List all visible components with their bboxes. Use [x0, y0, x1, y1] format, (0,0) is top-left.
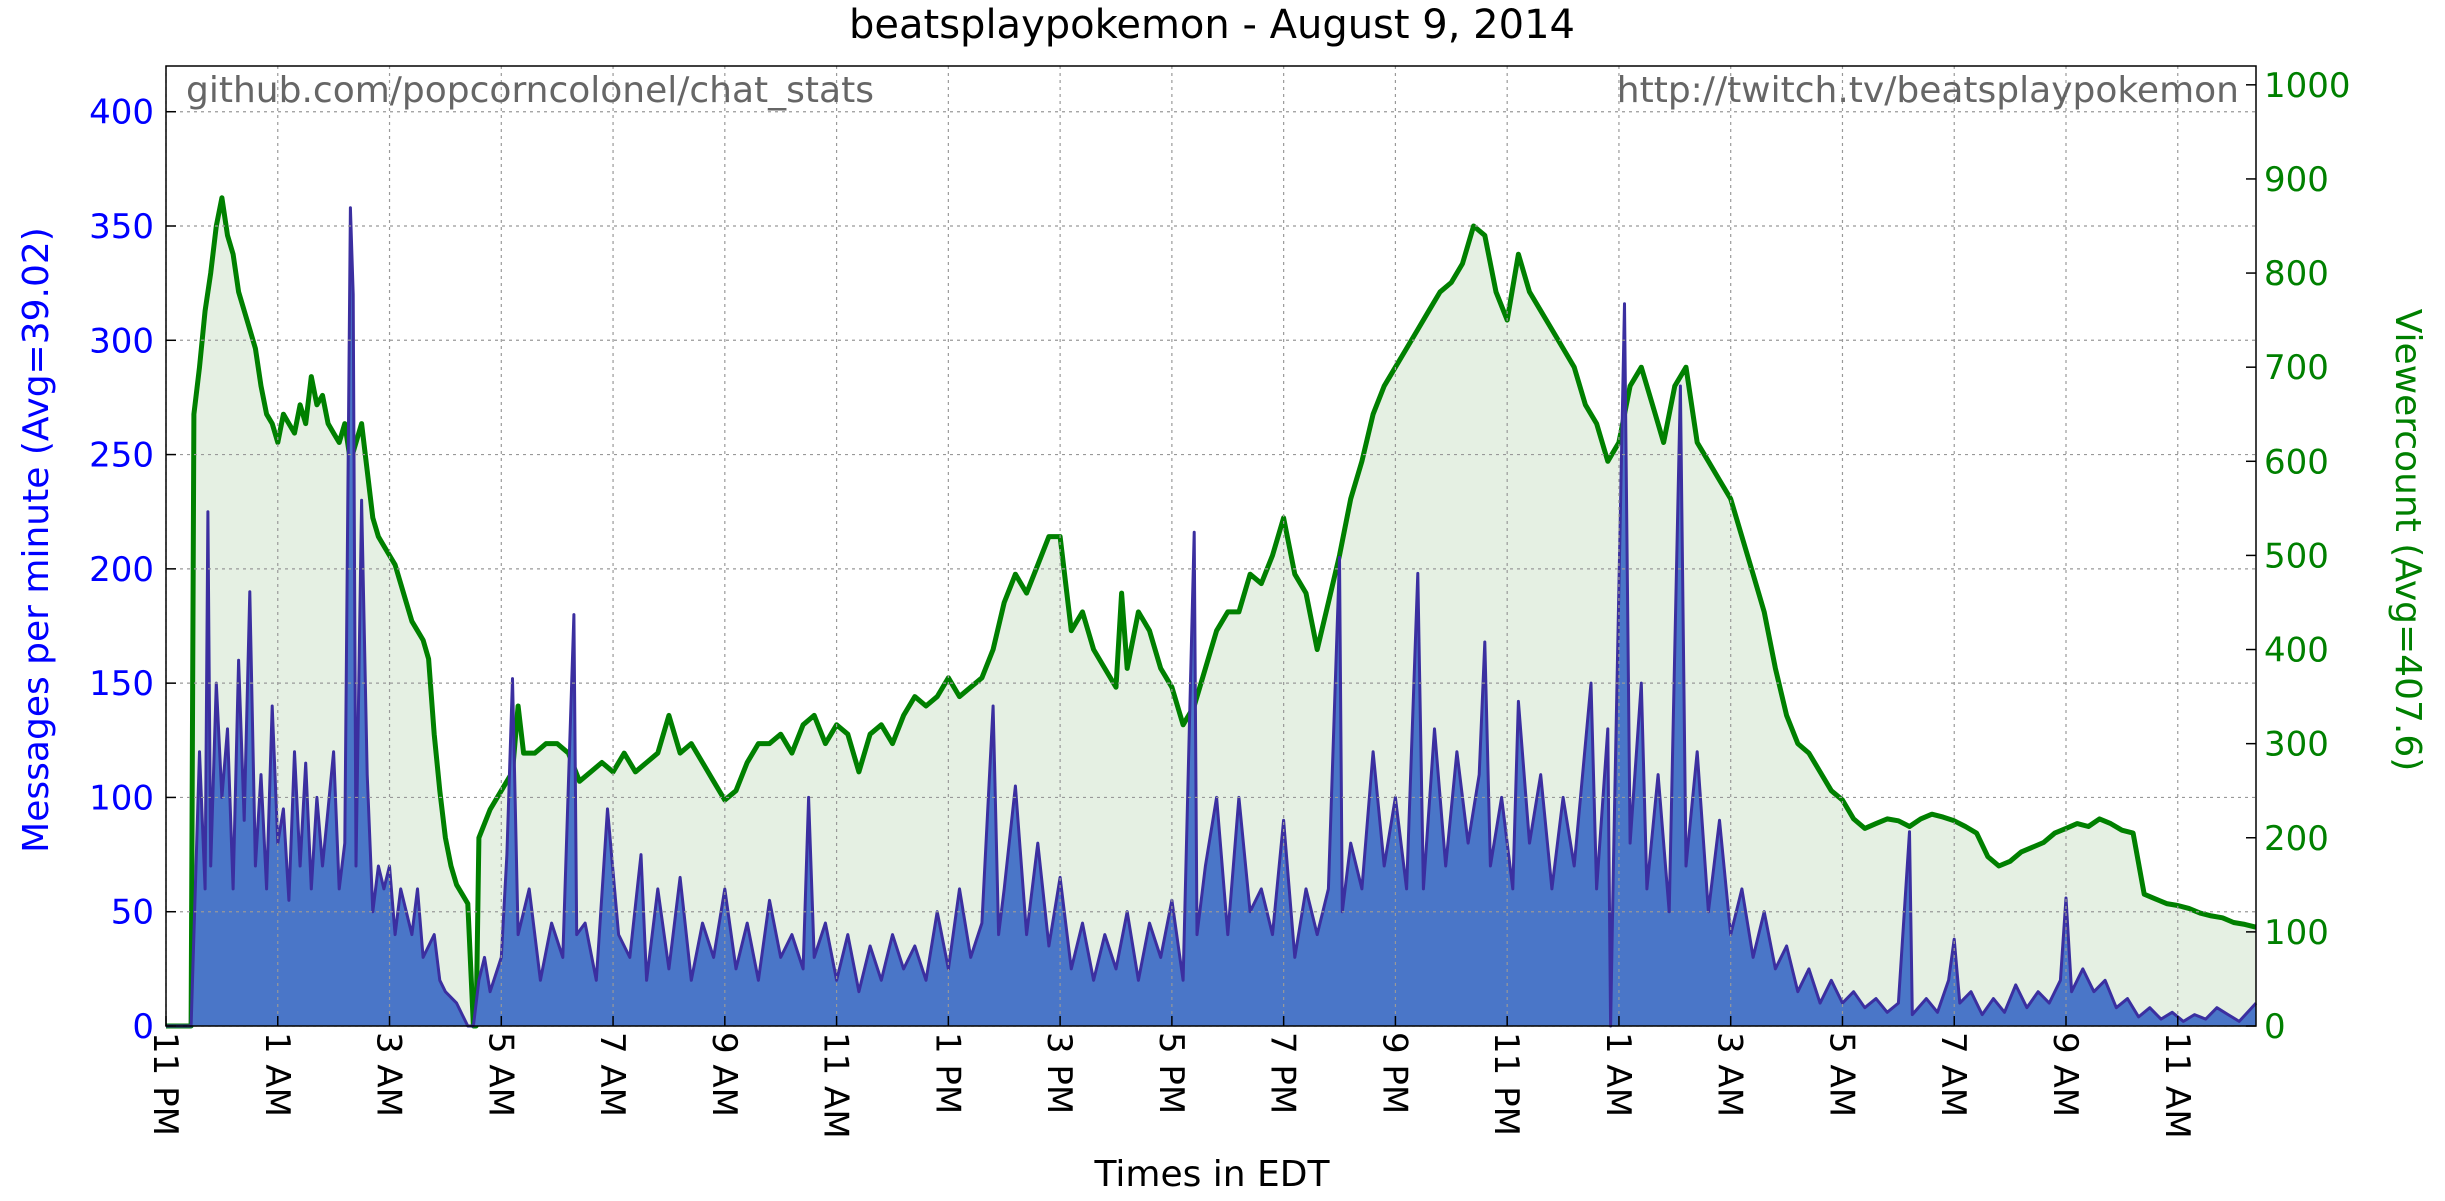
viewercount-line: [166, 195, 2257, 1029]
y-right-tick-label: 1000: [2264, 66, 2351, 106]
x-tick-label: 9 AM: [704, 1032, 744, 1117]
y-right-tick-label: 200: [2264, 819, 2329, 859]
x-tick-label: 11 AM: [2157, 1032, 2197, 1139]
plot-area: 0 50 100 150 200 250 300 350 400 0 100 200 300 400 500…: [89, 65, 2351, 1139]
x-tick-label: 1 AM: [1598, 1032, 1638, 1117]
plot-frame: [165, 65, 2257, 1027]
chart-title: beatsplaypokemon - August 9, 2014: [849, 2, 1575, 48]
y-left-tick-label: 350: [89, 207, 154, 247]
y-right-axis-label: Viewercount (Avg=407.6): [2387, 309, 2428, 772]
y-left-tick-label: 200: [89, 550, 154, 590]
y-right-tick-label: 600: [2264, 442, 2329, 482]
x-tick-label: 5 PM: [1151, 1032, 1191, 1114]
y-right-tick-label: 100: [2264, 913, 2329, 953]
y-left-tick-label: 300: [89, 321, 154, 361]
messages-line: [166, 206, 2258, 1028]
y-right-tick-label: 300: [2264, 725, 2329, 765]
y-right-tick-label: 500: [2264, 536, 2329, 576]
x-tick-label: 5 AM: [1821, 1032, 1861, 1117]
x-tick-label: 1 PM: [927, 1032, 967, 1114]
y-left-axis-label: Messages per minute (Avg=39.02): [16, 227, 57, 853]
y-right-tick-label: 700: [2264, 348, 2329, 388]
x-tick-label: 11 PM: [145, 1032, 185, 1136]
x-axis-label: Times in EDT: [1093, 1154, 1330, 1195]
y-right-tick-label: 800: [2264, 254, 2329, 294]
y-left-tick-label: 100: [89, 778, 154, 818]
x-tick-label: 3 AM: [369, 1032, 409, 1117]
x-tick-label: 11 PM: [1486, 1032, 1526, 1136]
y-left-tick-label: 50: [111, 893, 154, 933]
annotation-right: http://twitch.tv/beatsplaypokemon: [1617, 70, 2239, 111]
y-left-tick-label: 250: [89, 436, 154, 476]
x-tick-label: 7 AM: [1933, 1032, 1973, 1117]
messages-area: [166, 207, 2256, 1026]
x-tick-label: 11 AM: [816, 1032, 856, 1139]
y-left-tick-label: 0: [132, 1007, 154, 1047]
x-tick-label: 5 AM: [480, 1032, 520, 1117]
x-tick-label: 3 PM: [1039, 1032, 1079, 1114]
annotation-left: github.com/popcorncolonel/chat_stats: [186, 70, 874, 111]
y-left-tick-label: 150: [89, 664, 154, 704]
x-tick-label: 3 AM: [1710, 1032, 1750, 1117]
y-right-tick-label: 900: [2264, 160, 2329, 200]
x-tick-label: 1 AM: [257, 1032, 297, 1117]
x-tick-label: 9 AM: [2045, 1032, 2085, 1117]
x-tick-label: 7 AM: [592, 1032, 632, 1117]
x-tick-label: 9 PM: [1374, 1032, 1414, 1114]
viewercount-area: [166, 197, 2256, 1027]
y-right-tick-label: 400: [2264, 631, 2329, 671]
y-left-tick-label: 400: [89, 93, 154, 133]
y-right-tick-label: 0: [2264, 1007, 2286, 1047]
x-tick-label: 7 PM: [1263, 1032, 1303, 1114]
